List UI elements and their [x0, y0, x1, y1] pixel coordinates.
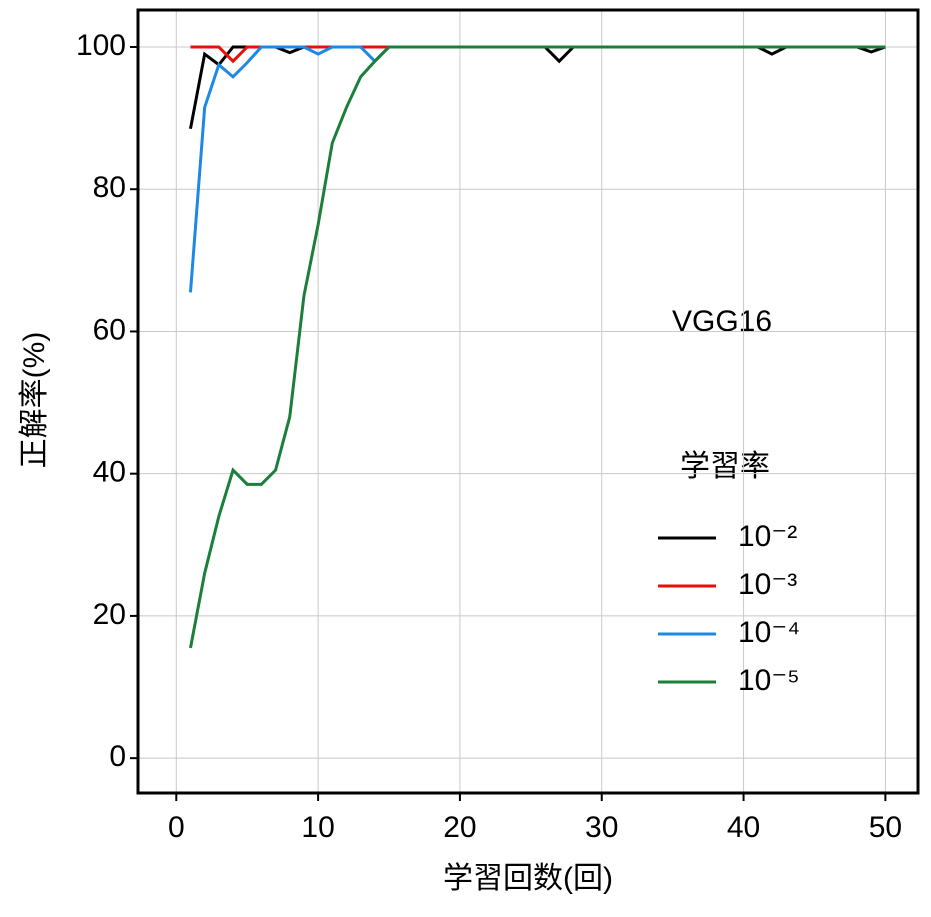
y-tick-label: 100 [76, 29, 126, 62]
y-tick-label: 60 [93, 313, 126, 346]
x-tick-label: 10 [301, 811, 334, 844]
x-tick-label: 0 [168, 811, 185, 844]
x-tick-label: 50 [869, 811, 902, 844]
x-tick-label: 40 [727, 811, 760, 844]
y-tick-label: 0 [109, 740, 126, 773]
y-tick-label: 20 [93, 598, 126, 631]
legend-label: 10⁻³ [738, 568, 797, 601]
data-line [188, 45, 886, 649]
x-tick-label: 20 [443, 811, 476, 844]
legend-title: 学習率 [680, 450, 770, 483]
y-tick-label: 80 [93, 171, 126, 204]
legend-label: 10⁻⁴ [738, 616, 800, 649]
y-axis-label: 正解率(%) [18, 332, 51, 469]
y-tick-label: 40 [93, 456, 126, 489]
x-tick-label: 30 [585, 811, 618, 844]
x-axis-label: 学習回数(回) [443, 862, 613, 895]
data-line [188, 45, 886, 130]
legend-label: 10⁻⁵ [738, 664, 800, 697]
data-line [188, 45, 886, 293]
plot-frame [136, 8, 920, 795]
legend-label: 10⁻² [738, 520, 797, 553]
annotation: VGG16 [672, 305, 772, 338]
